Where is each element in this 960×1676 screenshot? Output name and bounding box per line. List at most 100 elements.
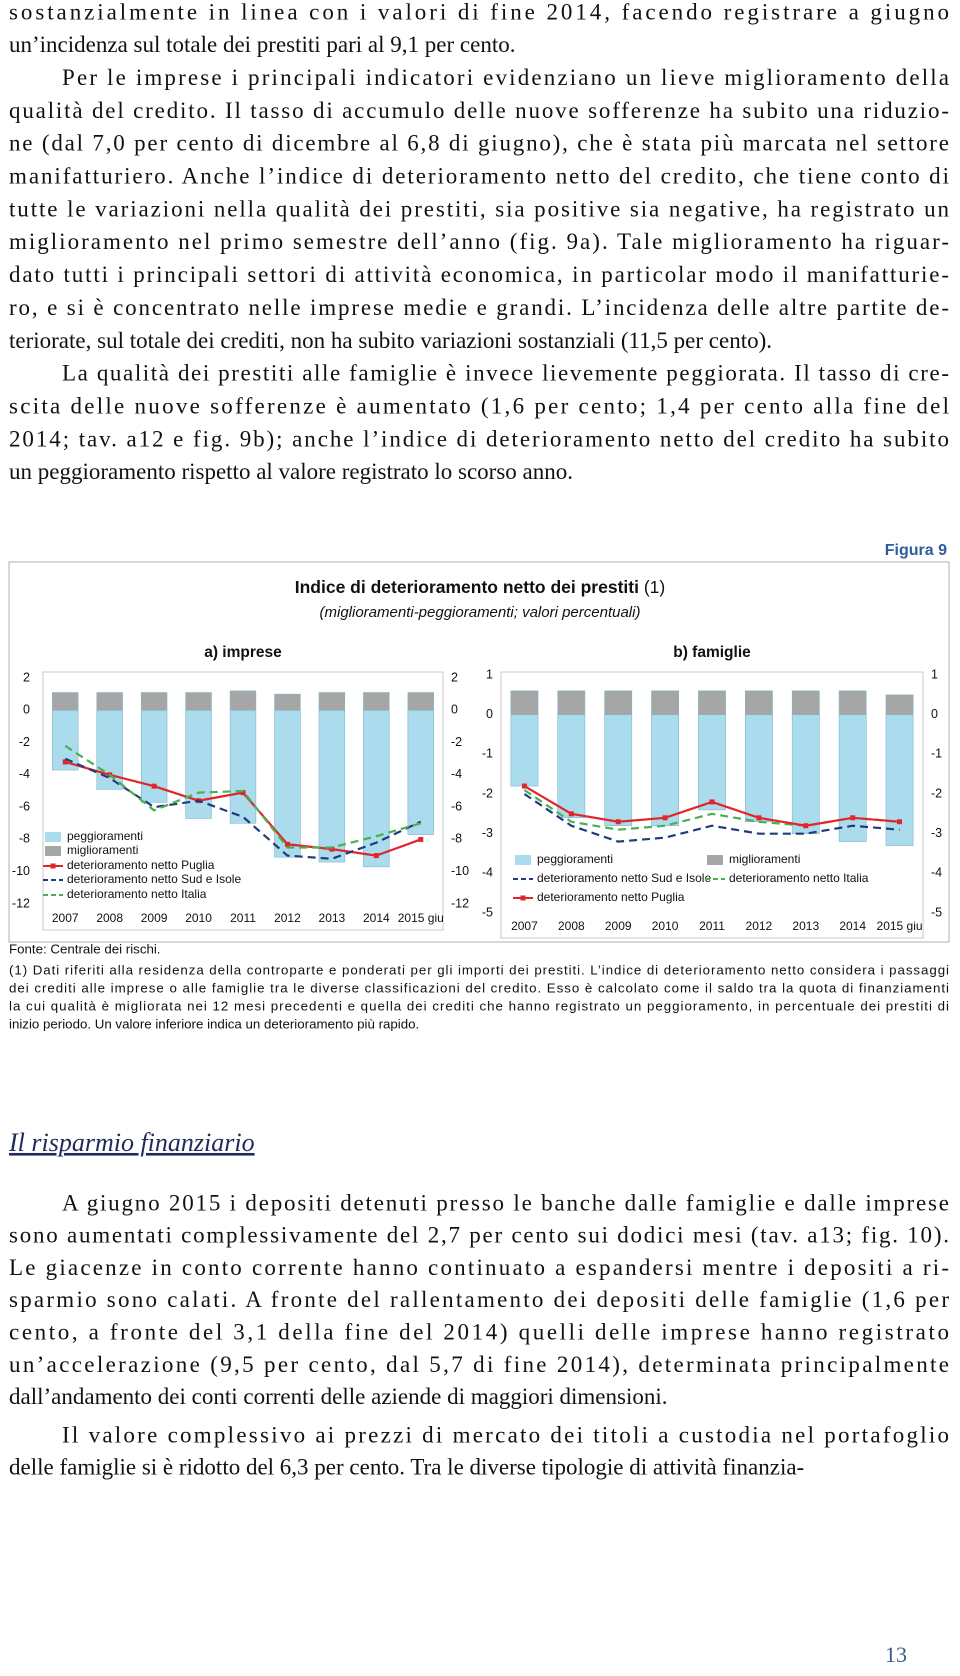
legend-label: miglioramenti — [729, 852, 800, 866]
line-marker — [615, 819, 621, 825]
x-tick-label: 2007 — [52, 911, 79, 925]
bar — [744, 690, 773, 715]
bar — [363, 692, 390, 711]
y2-tick-label: -6 — [451, 799, 462, 813]
y-tick-label: -8 — [19, 832, 30, 846]
panel-title: a) imprese — [204, 644, 282, 661]
bar — [791, 690, 820, 715]
bar — [363, 709, 390, 868]
y-tick-label: -3 — [482, 826, 493, 840]
legend-swatch — [45, 832, 61, 842]
x-tick-label: 2014 — [363, 911, 390, 925]
figure-note-line: (1) Dati riferiti alla residenza della c… — [9, 963, 949, 978]
line-marker — [568, 811, 574, 817]
bar — [885, 694, 914, 715]
line-marker — [521, 783, 527, 789]
body-line: ne (dal 7,0 per cento di dicembre al 6,8… — [9, 131, 949, 156]
body-line: miglioramento nel primo semestre dell’an… — [9, 229, 949, 254]
page-number: 13 — [885, 1642, 907, 1667]
legend-label: peggioramenti — [537, 852, 613, 866]
bar — [510, 714, 539, 787]
x-tick-label: 2011 — [230, 911, 256, 925]
y-tick-label: -4 — [19, 767, 30, 781]
y2-tick-label: -10 — [451, 864, 469, 878]
legend-marker — [520, 895, 526, 901]
section-line: un’accelerazione (9,5 per cento, dal 5,7… — [9, 1352, 949, 1377]
body-line: teriorate, sul totale dei crediti, non h… — [9, 328, 772, 353]
bar — [229, 709, 257, 824]
x-tick-label: 2011 — [699, 919, 725, 933]
line-marker — [373, 853, 379, 859]
body-line: dato tutti i principali settori di attiv… — [9, 262, 949, 287]
section-line: A giugno 2015 i depositi detenuti presso… — [62, 1190, 949, 1215]
bar — [96, 692, 123, 711]
x-tick-label: 2008 — [558, 919, 585, 933]
bar — [604, 690, 633, 715]
legend-label: deterioramento netto Italia — [729, 871, 869, 885]
x-tick-label: 2009 — [605, 919, 632, 933]
figure-title-ref: (1) — [644, 577, 665, 597]
legend-label: deterioramento netto Puglia — [67, 858, 215, 872]
x-tick-label: 2012 — [746, 919, 773, 933]
body-line: Per le imprese i principali indicatori e… — [62, 65, 949, 90]
x-tick-label: 2014 — [839, 919, 866, 933]
y-tick-label: -2 — [19, 735, 30, 749]
bar — [407, 709, 434, 835]
legend-label: deterioramento netto Italia — [67, 887, 207, 901]
section-line: dall’andamento dei conti correnti delle … — [9, 1384, 667, 1409]
figure-note-line: la cui qualità è migliorata nei 12 mesi … — [9, 999, 949, 1014]
figure-subtitle: (miglioramenti-peggioramenti; valori per… — [320, 604, 641, 621]
bar — [274, 693, 301, 711]
x-tick-label: 2007 — [511, 919, 538, 933]
body-line: ro, e si è concentrato nelle imprese med… — [9, 295, 949, 320]
y2-tick-label: -1 — [931, 747, 942, 761]
y-tick-label: -4 — [482, 866, 493, 880]
bar — [744, 714, 773, 823]
bar — [229, 690, 257, 711]
x-tick-label: 2012 — [274, 911, 301, 925]
y-tick-label: 0 — [486, 707, 493, 721]
y2-tick-label: -5 — [931, 905, 942, 919]
x-tick-label: 2009 — [141, 911, 168, 925]
x-tick-label: 2010 — [185, 911, 212, 925]
body-line: 2014; tav. a12 e fig. 9b); anche l’indic… — [9, 426, 949, 451]
legend-swatch — [45, 846, 61, 856]
plot-frame — [42, 671, 444, 931]
figure-label: Figura 9 — [885, 542, 947, 559]
section-line: delle famiglie si è ridotto del 6,3 per … — [9, 1455, 804, 1480]
line-marker — [897, 819, 903, 825]
line-marker — [240, 790, 246, 796]
plot-frame — [500, 671, 924, 939]
bar — [651, 690, 680, 715]
y2-tick-label: -2 — [451, 735, 462, 749]
y-tick-label: -2 — [482, 786, 493, 800]
x-tick-label: 2008 — [96, 911, 123, 925]
y2-tick-label: -4 — [451, 767, 462, 781]
legend-label: peggioramenti — [67, 829, 143, 843]
x-tick-label: 2015 giu — [877, 919, 923, 933]
section-line: Il valore complessivo ai prezzi di merca… — [62, 1422, 949, 1447]
y2-tick-label: 0 — [451, 703, 458, 717]
line-marker — [709, 799, 715, 805]
y2-tick-label: -4 — [931, 866, 942, 880]
y2-tick-label: 1 — [931, 667, 938, 681]
bar — [698, 714, 726, 811]
legend-swatch — [707, 855, 723, 865]
x-tick-label: 2010 — [652, 919, 679, 933]
x-tick-label: 2013 — [319, 911, 346, 925]
line-marker — [418, 836, 424, 842]
body-line: un’incidenza sul totale dei prestiti par… — [9, 32, 515, 57]
y2-tick-label: 0 — [931, 707, 938, 721]
figure-source: Fonte: Centrale dei rischi. — [9, 942, 161, 957]
bar — [557, 714, 586, 819]
legend-swatch — [515, 855, 531, 865]
line-marker — [803, 823, 809, 829]
y-tick-label: 2 — [23, 670, 30, 684]
body-line: scita delle nuove sofferenze è aumentato… — [9, 393, 949, 418]
legend-label: deterioramento netto Sud e Isole — [67, 872, 241, 886]
y-tick-label: 0 — [23, 703, 30, 717]
line-marker — [151, 783, 157, 789]
bar — [885, 714, 914, 846]
section-line: sparmio sono calati. A fronte del rallen… — [9, 1287, 949, 1312]
